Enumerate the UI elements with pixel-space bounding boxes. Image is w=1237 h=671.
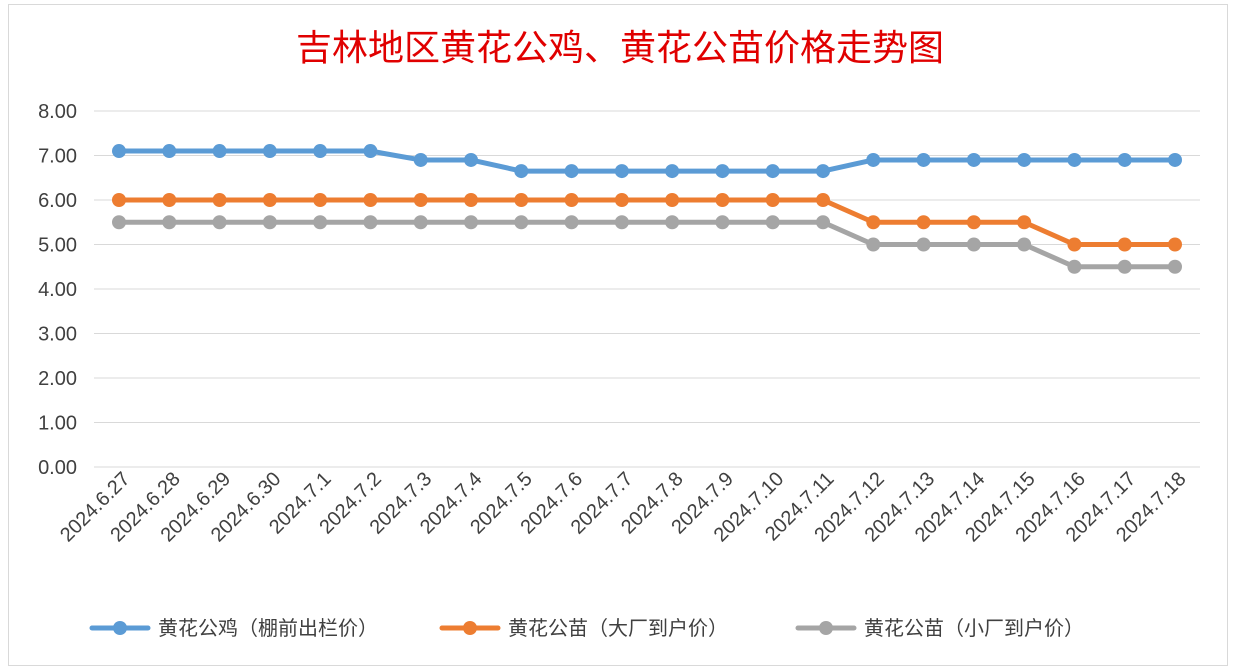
chart-frame bbox=[8, 4, 1228, 666]
data-point bbox=[715, 215, 730, 230]
legend-marker bbox=[819, 621, 833, 635]
data-point bbox=[1117, 237, 1132, 252]
data-point bbox=[112, 215, 126, 230]
grid-layer bbox=[94, 110, 1200, 468]
data-point bbox=[1168, 237, 1182, 252]
data-point bbox=[363, 215, 378, 230]
data-point bbox=[1067, 259, 1082, 274]
legend-marker bbox=[463, 621, 477, 635]
data-point bbox=[413, 215, 428, 230]
data-point bbox=[413, 193, 428, 207]
data-point bbox=[212, 193, 227, 207]
data-point bbox=[966, 215, 981, 230]
data-point bbox=[564, 193, 579, 207]
data-point bbox=[162, 144, 177, 159]
data-point bbox=[262, 144, 277, 159]
data-point bbox=[564, 215, 579, 230]
y-tick-label: 5.00 bbox=[38, 235, 77, 257]
legend-label: 黄花公苗（小厂到户价） bbox=[864, 616, 1084, 640]
data-point bbox=[866, 215, 881, 230]
y-tick-label: 8.00 bbox=[38, 101, 77, 123]
data-point bbox=[262, 193, 277, 207]
data-point bbox=[1168, 152, 1182, 167]
data-point bbox=[514, 215, 529, 230]
data-point bbox=[514, 164, 529, 179]
data-point bbox=[966, 152, 981, 167]
data-point bbox=[1067, 237, 1082, 252]
data-point bbox=[614, 215, 629, 230]
data-point bbox=[614, 193, 629, 207]
data-point bbox=[313, 215, 328, 230]
data-point bbox=[916, 237, 931, 252]
data-point bbox=[363, 193, 378, 207]
data-point bbox=[765, 193, 780, 207]
data-point bbox=[514, 193, 529, 207]
legend-item: 黄花公苗（小厂到户价） bbox=[795, 616, 1084, 640]
y-tick-label: 6.00 bbox=[38, 190, 77, 212]
data-point bbox=[363, 144, 378, 159]
y-tick-label: 1.00 bbox=[38, 413, 77, 435]
y-tick-label: 2.00 bbox=[38, 368, 77, 390]
series-line bbox=[116, 148, 1178, 174]
data-point bbox=[313, 193, 328, 207]
data-point bbox=[1017, 152, 1032, 167]
y-tick-label: 0.00 bbox=[38, 457, 77, 479]
data-point bbox=[816, 164, 830, 179]
data-point bbox=[112, 144, 126, 159]
data-point bbox=[1168, 259, 1182, 274]
y-tick-label: 4.00 bbox=[38, 279, 77, 301]
data-point bbox=[464, 215, 478, 230]
data-point bbox=[1017, 215, 1032, 230]
data-point bbox=[162, 193, 177, 207]
data-point bbox=[665, 193, 680, 207]
legend-item: 黄花公鸡（棚前出栏价） bbox=[89, 616, 378, 640]
data-point bbox=[816, 193, 830, 207]
data-point bbox=[715, 193, 730, 207]
legend: 黄花公鸡（棚前出栏价） 黄花公苗（大厂到户价） 黄花公苗（小厂到户价） bbox=[89, 616, 1084, 640]
data-point bbox=[262, 215, 277, 230]
data-point bbox=[313, 144, 328, 159]
data-point bbox=[765, 164, 780, 179]
series-3 bbox=[112, 215, 1182, 274]
data-point bbox=[464, 193, 478, 207]
data-point bbox=[916, 215, 931, 230]
data-point bbox=[916, 152, 931, 167]
data-point bbox=[966, 237, 981, 252]
data-point bbox=[1117, 259, 1132, 274]
x-axis-ticks: 2024.6.272024.6.282024.6.292024.6.302024… bbox=[56, 468, 1190, 546]
chart-title: 吉林地区黄花公鸡、黄花公苗价格走势图 bbox=[296, 28, 944, 69]
series-layer bbox=[112, 144, 1182, 274]
legend-item: 黄花公苗（大厂到户价） bbox=[439, 616, 728, 640]
data-point bbox=[715, 164, 730, 179]
y-tick-label: 3.00 bbox=[38, 324, 77, 346]
data-point bbox=[866, 152, 881, 167]
data-point bbox=[413, 152, 428, 167]
data-point bbox=[112, 193, 126, 207]
data-point bbox=[212, 215, 227, 230]
data-point bbox=[464, 152, 478, 167]
data-point bbox=[212, 144, 227, 159]
data-point bbox=[564, 164, 579, 179]
data-point bbox=[765, 215, 780, 230]
data-point bbox=[665, 215, 680, 230]
data-point bbox=[1067, 152, 1082, 167]
legend-label: 黄花公鸡（棚前出栏价） bbox=[158, 616, 378, 640]
data-point bbox=[1017, 237, 1032, 252]
data-point bbox=[866, 237, 881, 252]
data-point bbox=[816, 215, 830, 230]
y-axis-ticks: 0.00 1.00 2.00 3.00 4.00 5.00 6.00 7.00 8.00 bbox=[38, 101, 77, 479]
legend-label: 黄花公苗（大厂到户价） bbox=[508, 616, 728, 640]
data-point bbox=[1117, 152, 1132, 167]
series-line bbox=[116, 219, 1178, 270]
y-tick-label: 7.00 bbox=[38, 146, 77, 168]
data-point bbox=[614, 164, 629, 179]
data-point bbox=[665, 164, 680, 179]
series-1 bbox=[112, 144, 1182, 179]
series-line bbox=[116, 197, 1178, 247]
series-2 bbox=[112, 193, 1182, 252]
legend-marker bbox=[113, 621, 127, 635]
data-point bbox=[162, 215, 177, 230]
